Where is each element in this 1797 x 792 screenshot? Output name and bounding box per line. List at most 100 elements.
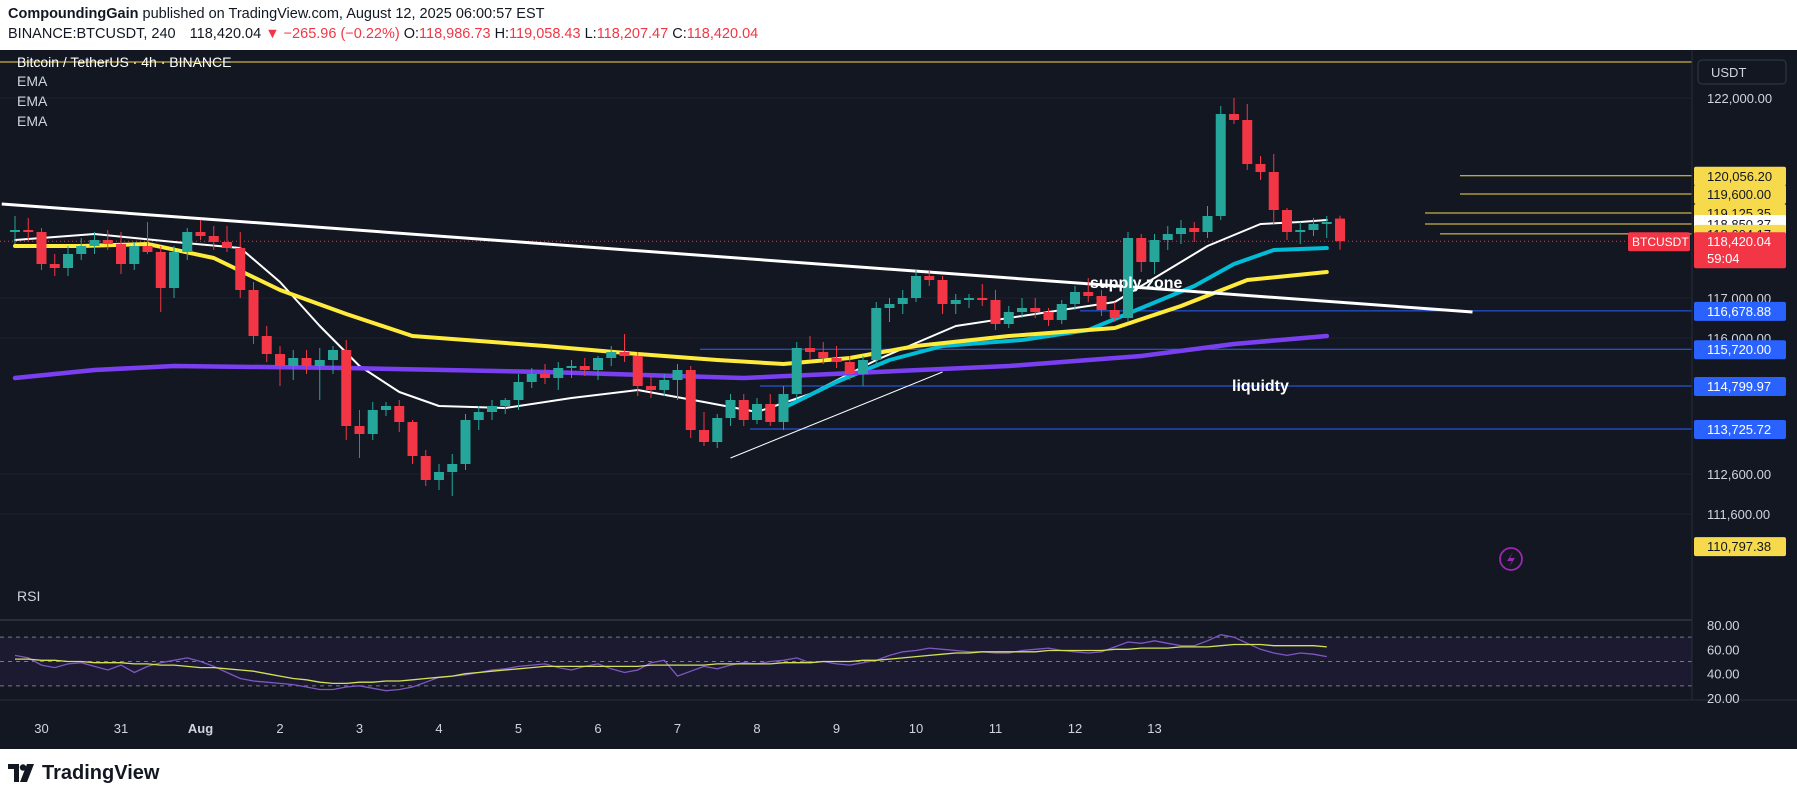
candle-body[interactable] [155,252,166,288]
candle-body[interactable] [725,400,736,418]
candle-body[interactable] [924,276,935,280]
chart-area[interactable]: Bitcoin / TetherUS · 4h · BINANCE EMA EM… [0,50,1797,749]
candle-body[interactable] [407,422,418,456]
candle-body[interactable] [129,246,140,264]
candle-body[interactable] [765,404,776,422]
candle-body[interactable] [301,358,312,366]
tradingview-logo[interactable]: TradingView [8,759,159,787]
legend-ema-3[interactable]: EMA [17,113,48,129]
legend-ema-1[interactable]: EMA [17,73,48,89]
author-name[interactable]: CompoundingGain [8,6,139,22]
candle-body[interactable] [76,246,87,254]
candle-body[interactable] [911,276,921,298]
candle-body[interactable] [1070,292,1080,304]
candle-body[interactable] [1308,224,1319,230]
candle-body[interactable] [49,264,60,268]
candle-body[interactable] [526,374,537,382]
candle-body[interactable] [606,352,617,358]
rising-support-line[interactable] [730,371,943,459]
candle-body[interactable] [579,366,590,370]
candle-body[interactable] [288,358,299,366]
candle-body[interactable] [871,308,882,360]
lightning-icon[interactable] [1499,547,1523,571]
candle-body[interactable] [1176,228,1186,234]
candle-body[interactable] [1162,234,1173,240]
candle-body[interactable] [1321,222,1332,224]
candle-body[interactable] [1083,292,1094,296]
candle-body[interactable] [1096,296,1107,310]
candle-body[interactable] [540,374,550,378]
candle-body[interactable] [752,404,762,420]
candle-body[interactable] [420,456,431,480]
candle-body[interactable] [818,352,829,358]
candle-body[interactable] [63,254,73,268]
candle-body[interactable] [778,394,789,422]
candle-body[interactable] [1215,114,1226,216]
candle-body[interactable] [513,382,524,400]
candle-body[interactable] [248,290,259,336]
supply-zone-label[interactable]: supply zone [1090,275,1183,292]
price-chart[interactable]: Bitcoin / TetherUS · 4h · BINANCE EMA EM… [0,50,1797,749]
candle-body[interactable] [341,350,352,426]
candle-body[interactable] [381,406,391,410]
candle-body[interactable] [222,242,232,248]
candle-body[interactable] [1109,310,1120,318]
candle-body[interactable] [235,248,246,290]
candle-body[interactable] [1255,164,1266,172]
candle-body[interactable] [805,348,815,352]
currency-button[interactable] [1697,59,1787,85]
candle-body[interactable] [102,240,113,244]
candle-body[interactable] [1149,240,1160,262]
candle-body[interactable] [1268,172,1279,210]
candle-body[interactable] [460,420,471,464]
candle-body[interactable] [1030,308,1041,312]
candle-body[interactable] [23,230,34,232]
candle-body[interactable] [1242,120,1253,164]
candle-body[interactable] [699,430,709,442]
descending-trendline[interactable] [1,202,1473,314]
candle-body[interactable] [182,232,193,252]
candle-body[interactable] [619,352,630,356]
candle-body[interactable] [487,406,497,412]
candle-body[interactable] [1335,218,1345,242]
candle-body[interactable] [36,232,47,264]
candle-body[interactable] [1295,230,1306,232]
candle-body[interactable] [1202,216,1213,232]
candle-body[interactable] [844,362,855,374]
rsi-title[interactable]: RSI [17,588,40,604]
candle-body[interactable] [897,298,908,304]
candle-body[interactable] [1017,308,1027,312]
candle-body[interactable] [659,380,670,390]
candle-body[interactable] [990,300,1001,324]
candle-body[interactable] [1229,114,1239,120]
candle-body[interactable] [937,280,948,304]
candle-body[interactable] [950,300,961,304]
candle-body[interactable] [1043,312,1054,320]
candle-body[interactable] [1189,228,1200,232]
candle-body[interactable] [1003,312,1014,324]
legend-title[interactable]: Bitcoin / TetherUS · 4h · BINANCE [17,54,231,70]
candle-body[interactable] [1056,304,1067,320]
candle-body[interactable] [89,240,100,246]
candle-body[interactable] [646,386,656,390]
candle-body[interactable] [169,252,179,288]
legend-ema-2[interactable]: EMA [17,93,48,109]
candle-body[interactable] [1282,210,1292,232]
candle-body[interactable] [593,358,603,370]
candle-body[interactable] [261,336,272,354]
candle-body[interactable] [367,410,378,434]
candle-body[interactable] [142,246,153,252]
candle-body[interactable] [566,366,577,368]
candle-body[interactable] [447,464,458,472]
candle-body[interactable] [1123,238,1133,318]
candle-body[interactable] [977,298,988,300]
candle-body[interactable] [858,360,868,374]
liquidity-label[interactable]: liquidty [1232,378,1289,395]
candle-body[interactable] [116,244,126,264]
candle-body[interactable] [791,348,802,394]
candle-body[interactable] [1136,238,1147,262]
candle-body[interactable] [10,230,20,232]
candle-body[interactable] [328,350,338,360]
candle-body[interactable] [195,232,206,236]
candle-body[interactable] [685,370,696,430]
